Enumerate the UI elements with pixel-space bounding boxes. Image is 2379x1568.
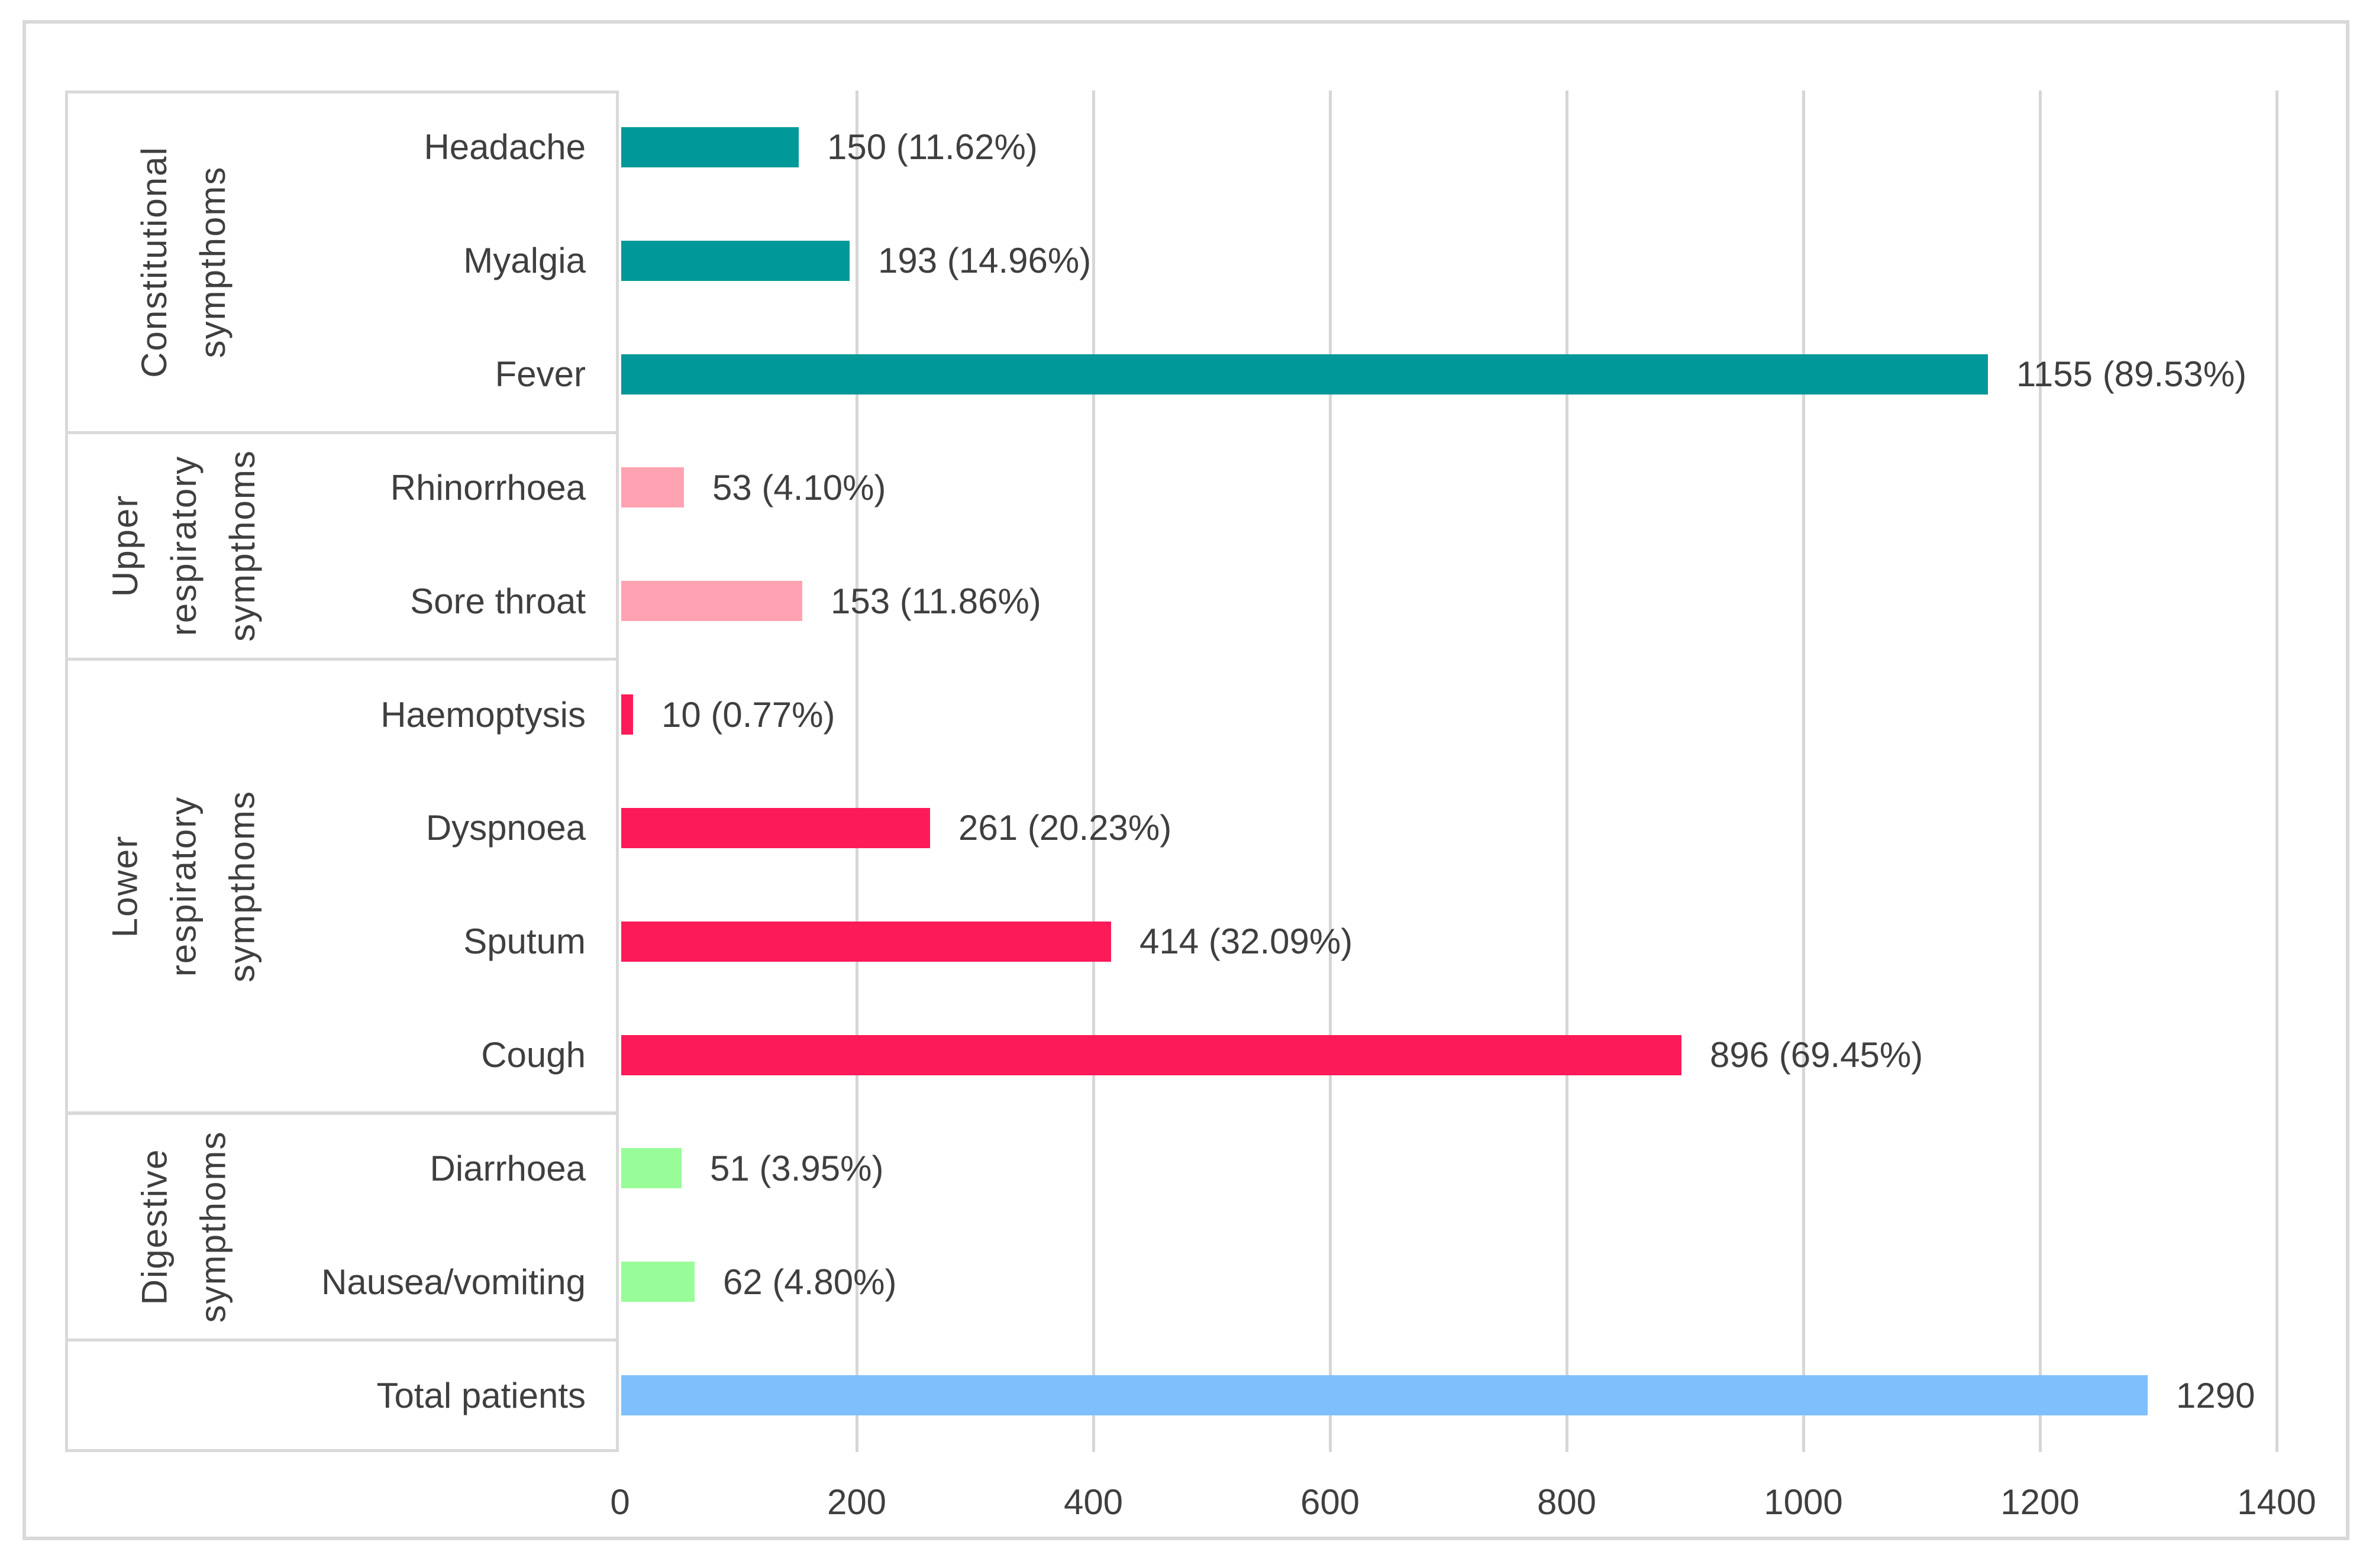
data-label: 896 (69.45%) (1710, 1035, 1923, 1075)
x-tick-label-400: 400 (1063, 1482, 1124, 1522)
bar-cough (621, 1034, 1681, 1075)
bar-row: 896 (69.45%) (621, 998, 1923, 1112)
x-tick-label-200: 200 (827, 1482, 887, 1522)
bar-row: 62 (4.80%) (621, 1225, 897, 1339)
data-label: 261 (20.23%) (958, 808, 1172, 848)
bar-row: 150 (11.62%) (621, 90, 1038, 204)
gridline-x-600 (1329, 90, 1332, 1452)
bar-row: 193 (14.96%) (621, 204, 1091, 318)
gridline-x-800 (1565, 90, 1568, 1452)
bar-haemoptysis (621, 694, 633, 735)
data-label: 153 (11.86%) (831, 581, 1041, 621)
gridline-x-1400 (2275, 90, 2278, 1452)
category-label-row: Nausea/vomiting (321, 1262, 586, 1302)
x-tick-label-1200: 1200 (2000, 1482, 2080, 1522)
bar-dyspnoea (621, 807, 930, 848)
bar-sputum (621, 921, 1111, 962)
data-label: 62 (4.80%) (723, 1262, 897, 1302)
category-label-row: Headache (424, 127, 586, 167)
bar-row: 53 (4.10%) (621, 431, 886, 545)
category-label-row: Total patients (376, 1375, 586, 1415)
data-label: 150 (11.62%) (827, 127, 1038, 167)
category-label-row: Myalgia (463, 241, 586, 281)
data-label: 51 (3.95%) (710, 1148, 884, 1188)
category-label-row: Rhinorrhoea (390, 467, 586, 507)
gridline-x-1200 (2039, 90, 2042, 1452)
gridline-x-1000 (1802, 90, 1805, 1452)
category-label-row: Sore throat (410, 581, 586, 621)
gridline-x-200 (856, 90, 858, 1452)
bar-row: 10 (0.77%) (621, 658, 835, 771)
category-label-row: Haemoptysis (380, 694, 586, 735)
x-tick-label-1400: 1400 (2237, 1482, 2316, 1522)
bar-row: 153 (11.86%) (621, 544, 1041, 658)
x-tick-label-0: 0 (610, 1482, 630, 1522)
bar-fever (621, 354, 1988, 395)
category-label-row: Cough (481, 1035, 586, 1075)
data-label: 414 (32.09%) (1140, 922, 1353, 962)
data-label: 193 (14.96%) (878, 241, 1092, 281)
category-label-row: Diarrhoea (430, 1148, 586, 1188)
bar-diarrhoea (621, 1148, 682, 1189)
x-tick-label-600: 600 (1300, 1482, 1360, 1522)
category-label-row: Fever (495, 354, 586, 395)
bar-sore-throat (621, 581, 802, 622)
x-tick-label-800: 800 (1536, 1482, 1597, 1522)
bar-headache (621, 127, 799, 167)
bar-rhinorrhoea (621, 467, 684, 508)
figure-border (22, 20, 2349, 1540)
category-label-row: Sputum (463, 922, 586, 962)
bar-row: 1155 (89.53%) (621, 318, 2246, 431)
data-label: 1290 (2176, 1375, 2255, 1415)
bar-total-patients (621, 1375, 2148, 1416)
bar-myalgia (621, 240, 850, 281)
data-label: 53 (4.10%) (712, 467, 886, 507)
x-tick-label-1000: 1000 (1764, 1482, 1843, 1522)
bar-row: 261 (20.23%) (621, 771, 1171, 885)
data-label: 10 (0.77%) (661, 694, 835, 735)
data-label: 1155 (89.53%) (2016, 354, 2247, 395)
group-box-4 (65, 1339, 619, 1452)
category-label-row: Dyspnoea (425, 808, 586, 848)
bar-row: 1290 (621, 1339, 2255, 1452)
bar-row: 414 (32.09%) (621, 885, 1352, 998)
bar-nausea-vomiting (621, 1262, 695, 1302)
gridline-x-400 (1092, 90, 1095, 1452)
bar-row: 51 (3.95%) (621, 1112, 884, 1226)
